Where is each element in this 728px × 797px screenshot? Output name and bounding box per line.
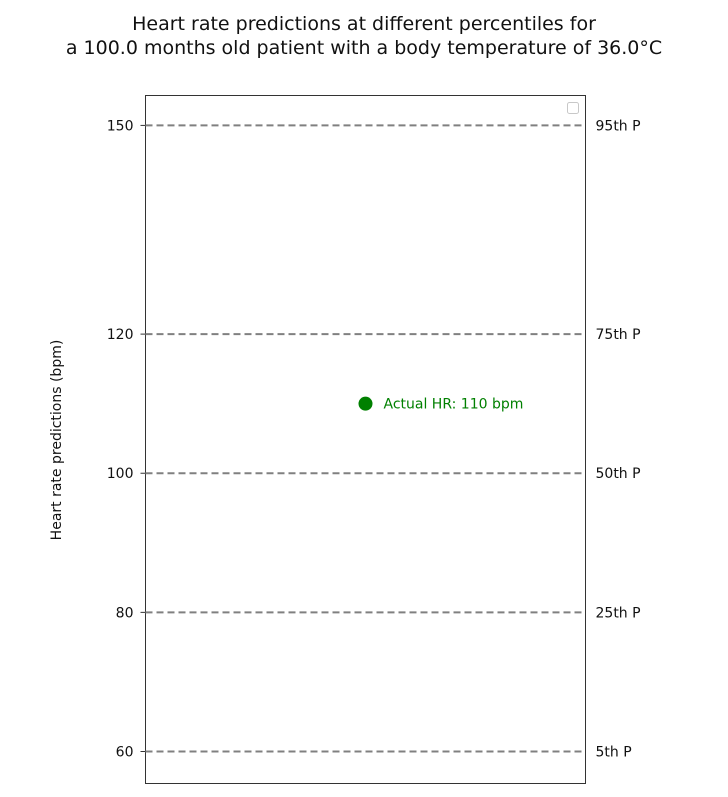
legend-box bbox=[567, 102, 579, 114]
chart-title-line-1: Heart rate predictions at different perc… bbox=[132, 13, 596, 35]
actual-hr-point bbox=[358, 396, 373, 411]
percentile-label: 5th P bbox=[596, 745, 632, 761]
y-tick-label: 100 bbox=[107, 466, 134, 482]
y-axis-label: Heart rate predictions (bpm) bbox=[49, 340, 65, 541]
y-tick-label: 60 bbox=[116, 745, 134, 761]
percentile-label: 25th P bbox=[596, 605, 641, 621]
percentile-label: 75th P bbox=[596, 327, 641, 343]
actual-hr-label: Actual HR: 110 bpm bbox=[384, 397, 524, 413]
y-tick-label: 80 bbox=[116, 605, 134, 621]
chart-title: Heart rate predictions at different perc… bbox=[0, 12, 728, 60]
percentile-label: 50th P bbox=[596, 466, 641, 482]
plot-area bbox=[145, 95, 586, 784]
y-tick-label: 150 bbox=[107, 118, 134, 134]
chart-title-line-2: a 100.0 months old patient with a body t… bbox=[65, 37, 663, 59]
percentile-label: 95th P bbox=[596, 118, 641, 134]
y-tick-label: 120 bbox=[107, 327, 134, 343]
